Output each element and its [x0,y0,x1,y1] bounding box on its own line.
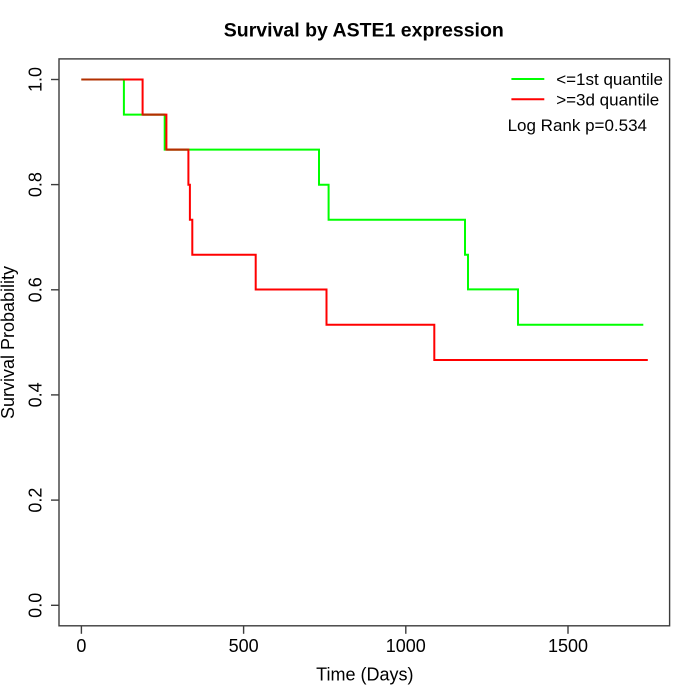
svg-text:0.0: 0.0 [26,593,46,618]
svg-text:0.2: 0.2 [26,488,46,513]
svg-text:Log Rank p=0.534: Log Rank p=0.534 [508,116,647,135]
svg-text:Survival by ASTE1 expression: Survival by ASTE1 expression [224,20,504,42]
svg-text:1500: 1500 [548,636,588,656]
svg-text:Survival Probability: Survival Probability [0,266,18,419]
svg-text:>=3d quantile: >=3d quantile [556,90,659,109]
svg-text:0.4: 0.4 [26,382,46,407]
svg-text:0.6: 0.6 [26,277,46,302]
svg-text:500: 500 [229,636,259,656]
svg-text:<=1st quantile: <=1st quantile [556,70,663,89]
svg-text:1.0: 1.0 [26,67,46,92]
svg-text:Time (Days): Time (Days) [316,665,413,685]
svg-text:0: 0 [76,636,86,656]
svg-text:1000: 1000 [386,636,426,656]
svg-text:0.8: 0.8 [26,172,46,197]
